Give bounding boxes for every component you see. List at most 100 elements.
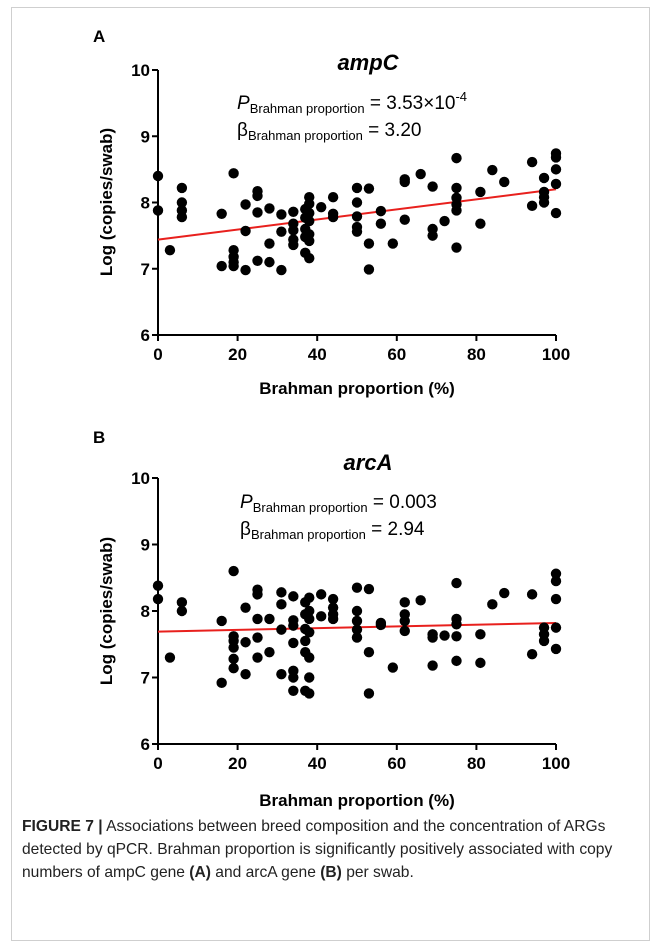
data-point-b [152,593,164,605]
caption-text-3: per swab. [341,864,414,881]
y-tick-label-b: 10 [131,469,150,488]
data-point-b [276,668,287,680]
data-point-b [176,605,188,617]
beta-annotation-a: βBrahman proportion = 3.20 [237,120,421,143]
data-point-a [252,255,263,266]
data-point-a [240,225,251,237]
data-point-a [327,211,339,223]
data-point-a [475,218,486,229]
data-point-a [526,200,538,212]
data-point-a [451,152,462,164]
data-point-a [427,181,438,192]
data-point-b [351,615,363,627]
data-point-a [351,226,363,237]
data-point-b [288,591,299,602]
chart-title-a: ampC [337,50,399,75]
data-point-a [152,205,164,216]
data-point-b [499,587,510,599]
data-point-a [451,182,462,194]
data-point-b [228,565,239,577]
data-point-b [264,647,275,658]
x-tick-label-a: 80 [467,345,486,364]
data-point-b [300,635,311,647]
y-tick-label-a: 6 [141,326,150,345]
p-symbol-a: P [237,93,250,114]
data-point-b [387,662,399,673]
data-point-a [252,207,263,218]
data-point-a [216,260,227,272]
data-point-b [526,589,538,600]
data-point-a [363,183,375,194]
x-tick-label-b: 0 [153,754,162,773]
caption-text-1: Associations between breed composition a… [22,818,613,881]
data-point-b [363,583,375,595]
p-equals-a: = 3.53×10 [365,93,456,114]
data-point-a [176,182,188,194]
caption-ref-a: (A) [189,864,211,881]
y-tick-label-b: 6 [141,735,150,754]
p-exponent-a: -4 [455,89,467,104]
data-point-b [427,632,438,643]
data-point-b [399,615,410,627]
data-point-b [240,668,251,680]
data-point-b [375,619,387,631]
data-point-a [228,168,239,179]
data-point-b [451,577,462,589]
data-point-b [351,624,363,635]
chart-title-b: arcA [344,450,393,475]
data-point-b [252,589,263,600]
data-point-b [288,685,299,696]
data-point-b [363,688,375,699]
panel-label-a: A [93,27,105,46]
x-tick-label-b: 20 [228,754,247,773]
data-point-b [351,582,363,593]
data-point-b [276,624,287,635]
data-point-b [276,587,287,598]
data-point-b [304,605,315,617]
data-point-b [288,620,299,631]
data-point-a [550,207,562,219]
caption-ref-b: (B) [320,864,342,881]
y-axis-label-a: Log (copies/swab) [97,128,116,276]
data-point-a [451,205,462,216]
data-point-b [228,653,239,665]
y-tick-label-a: 8 [141,194,150,213]
data-point-a [550,178,562,190]
data-point-a [375,205,387,217]
data-point-a [176,197,188,208]
data-point-b [475,657,486,669]
data-point-b [252,652,263,663]
data-point-b [216,677,227,689]
data-point-b [176,597,188,608]
data-point-a [375,218,387,229]
data-point-b [240,602,251,613]
data-point-b [351,632,363,643]
data-point-a [363,238,375,249]
p-subscript-b: Brahman proportion [253,500,368,515]
x-tick-label-b: 60 [387,754,406,773]
data-point-b [276,599,287,610]
data-point-b [550,593,562,605]
data-point-b [415,595,426,606]
data-point-a [363,264,375,275]
data-point-a [526,156,538,168]
data-point-b [550,575,562,587]
data-point-a [475,186,486,198]
data-point-a [176,211,188,223]
data-point-b [327,593,339,605]
data-point-a [538,197,550,208]
data-point-a [276,226,287,237]
beta-equals-a: = 3.20 [363,120,422,141]
data-point-b [315,611,327,622]
data-point-a [276,209,287,220]
data-point-b [252,632,263,643]
data-point-a [152,170,164,182]
data-point-a [216,208,227,219]
data-point-b [451,619,462,630]
data-point-b [252,613,263,625]
data-point-b [164,652,176,663]
y-axis-label-b: Log (copies/swab) [97,537,116,685]
data-point-a [399,214,410,225]
